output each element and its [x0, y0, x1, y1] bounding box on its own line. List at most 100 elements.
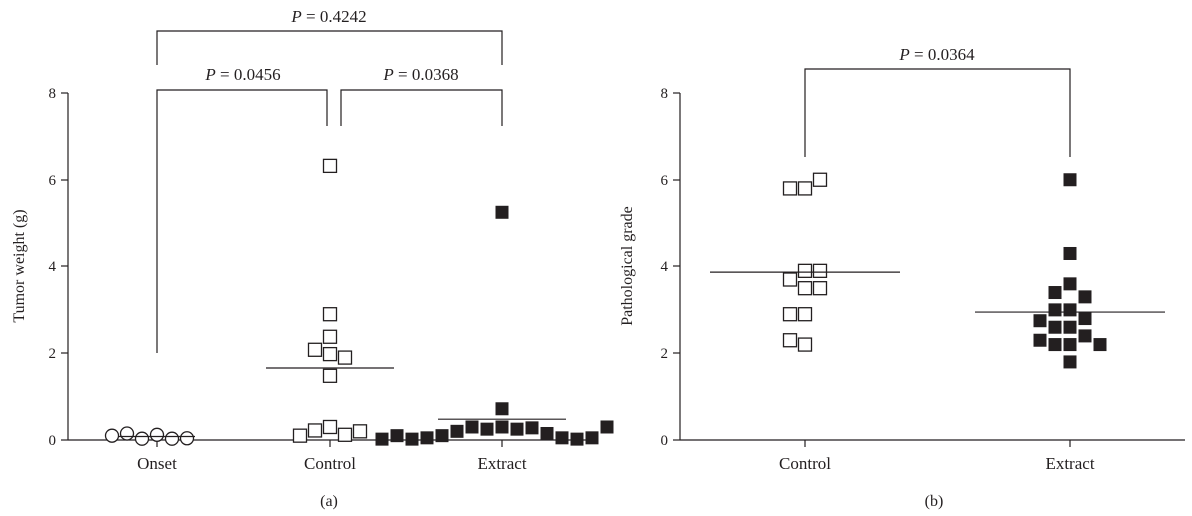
panel-a-category-label-control: Control [304, 454, 356, 473]
panel-a-y-tick-label: 0 [49, 433, 57, 449]
panel-a-extract-point-6 [525, 421, 539, 435]
panel-a-x-axis: Onset Control Extract [68, 439, 595, 473]
panel-b-significance-brackets: P = 0.0364 [804, 45, 1071, 157]
panel-a-onset-point-4 [179, 431, 195, 446]
panel-b-pathological-grade: 0 2 4 6 8 Pathological grade Control Ext… [619, 45, 1185, 510]
panel-a-y-axis-title: Tumor weight (g) [11, 209, 28, 322]
panel-a-extract-point-16 [600, 420, 614, 434]
panel-b-control-point-1 [782, 181, 798, 196]
panel-a-control-point-0 [322, 158, 338, 174]
panel-a-y-tick-label: 2 [49, 346, 57, 362]
panel-a-extract-point-1 [495, 402, 509, 416]
panel-b-category-label-extract: Extract [1045, 454, 1094, 473]
panel-b-pvalue-control-extract: P = 0.0364 [898, 45, 975, 64]
panel-a-onset-point-0 [149, 427, 165, 442]
panel-a-control-point-4 [322, 346, 338, 362]
panel-a-bracket-onset-extract [156, 30, 503, 65]
panel-a-category-label-extract: Extract [477, 454, 526, 473]
panel-b-y-tick-label: 2 [661, 346, 669, 362]
panel-a-control-point-3 [307, 342, 323, 357]
panel-a-y-axis: 0 2 4 6 8 Tumor weight (g) [11, 86, 69, 449]
panel-b-extract-point-1 [1063, 246, 1077, 260]
panel-a-onset-point-2 [164, 431, 180, 446]
panel-b-extract-point-16 [1063, 355, 1077, 369]
panel-a-extract-point-12 [570, 432, 584, 446]
panel-a-onset-point-5 [104, 428, 120, 443]
panel-b-y-tick-label: 8 [661, 86, 669, 102]
panel-a-y-tick-label: 6 [49, 173, 57, 189]
panel-b-y-axis-title: Pathological grade [619, 206, 636, 326]
panel-b-control-point-10 [797, 337, 813, 352]
panel-a-extract-point-9 [435, 429, 449, 443]
panel-b-control-point-11 [782, 333, 798, 348]
panel-b-extract-point-6 [1048, 303, 1062, 317]
panel-b-y-tick-label: 4 [661, 259, 669, 275]
panel-a-extract-point-5 [465, 420, 479, 434]
panel-b-control-point-9 [782, 307, 798, 322]
panel-b-control-point-0 [797, 181, 813, 196]
panel-a-control-point-11 [352, 424, 368, 439]
panel-b-extract-point-8 [1033, 314, 1047, 328]
panel-a-mean-lines [119, 367, 566, 438]
panel-a-onset-point-1 [134, 431, 150, 446]
panel-b-control-point-5 [797, 281, 813, 296]
panel-b-extract-point-10 [1048, 320, 1062, 334]
panel-a-extract-point-2 [495, 420, 509, 434]
panel-b-y-axis: 0 2 4 6 8 Pathological grade [619, 86, 681, 449]
panel-a-bracket-control-extract [340, 89, 503, 126]
panel-a-bracket-onset-control [156, 89, 328, 353]
panel-a-extract-point-8 [540, 426, 554, 440]
panel-a-extract-point-11 [420, 431, 434, 445]
panel-b-extract-point-7 [1078, 312, 1092, 326]
panel-b-control-point-7 [812, 263, 828, 278]
panel-b-extract-point-3 [1048, 286, 1062, 300]
panel-b-extract-point-15 [1093, 338, 1107, 352]
panel-a-extract-point-10 [555, 431, 569, 445]
panel-a-control-point-8 [307, 423, 323, 438]
panel-b-control-point-6 [812, 281, 828, 296]
panel-a-control-point-9 [337, 427, 353, 442]
panel-a-label: (a) [320, 493, 338, 510]
panel-a-extract-point-13 [405, 432, 419, 446]
panel-a-extract-point-3 [480, 422, 494, 436]
panel-b-extract-point-5 [1063, 303, 1077, 317]
panel-b-label: (b) [925, 493, 944, 510]
panel-a-control-point-2 [322, 329, 338, 344]
panel-a-tumor-weight: 0 2 4 6 8 Tumor weight (g) Onset Control… [11, 7, 614, 510]
panel-a-control-point-1 [322, 307, 338, 322]
panel-a-pvalue-onset-control: P = 0.0456 [204, 65, 280, 84]
panel-b-extract-point-13 [1063, 338, 1077, 352]
panel-a-control-point-10 [292, 428, 308, 443]
panel-b-category-label-control: Control [779, 454, 831, 473]
panel-b-control-point-2 [812, 172, 828, 187]
panel-b-bracket-control-extract [804, 68, 1071, 157]
panel-a-data-points [104, 158, 614, 446]
panel-a-extract-point-15 [390, 429, 404, 443]
panel-a-pvalue-onset-extract: P = 0.4242 [290, 7, 366, 26]
panel-b-y-tick-label: 0 [661, 433, 669, 449]
panel-b-extract-point-12 [1033, 333, 1047, 347]
panel-a-onset-point-3 [119, 426, 135, 441]
panel-a-extract-point-14 [585, 431, 599, 445]
panel-b-extract-point-9 [1063, 320, 1077, 334]
panel-b-control-point-3 [797, 263, 813, 278]
panel-b-control-point-4 [782, 272, 798, 287]
panel-b-x-axis: Control Extract [680, 439, 1185, 473]
panel-a-control-point-7 [322, 419, 338, 435]
panel-b-extract-point-14 [1048, 338, 1062, 352]
panel-b-mean-lines [710, 271, 1165, 313]
panel-b-extract-point-4 [1078, 290, 1092, 304]
panel-a-control-point-5 [337, 350, 353, 365]
panel-b-extract-point-11 [1078, 329, 1092, 343]
panel-b-y-tick-label: 6 [661, 173, 669, 189]
panel-a-control-point-6 [322, 368, 338, 383]
panel-b-extract-point-0 [1063, 173, 1077, 187]
panel-a-extract-point-17 [375, 432, 389, 446]
panel-b-control-point-8 [797, 307, 813, 322]
panel-a-extract-point-4 [510, 422, 524, 436]
panel-b-extract-point-2 [1063, 277, 1077, 291]
panel-a-extract-point-7 [450, 424, 464, 438]
panel-a-category-label-onset: Onset [137, 454, 177, 473]
panel-a-y-tick-label: 8 [49, 86, 57, 102]
